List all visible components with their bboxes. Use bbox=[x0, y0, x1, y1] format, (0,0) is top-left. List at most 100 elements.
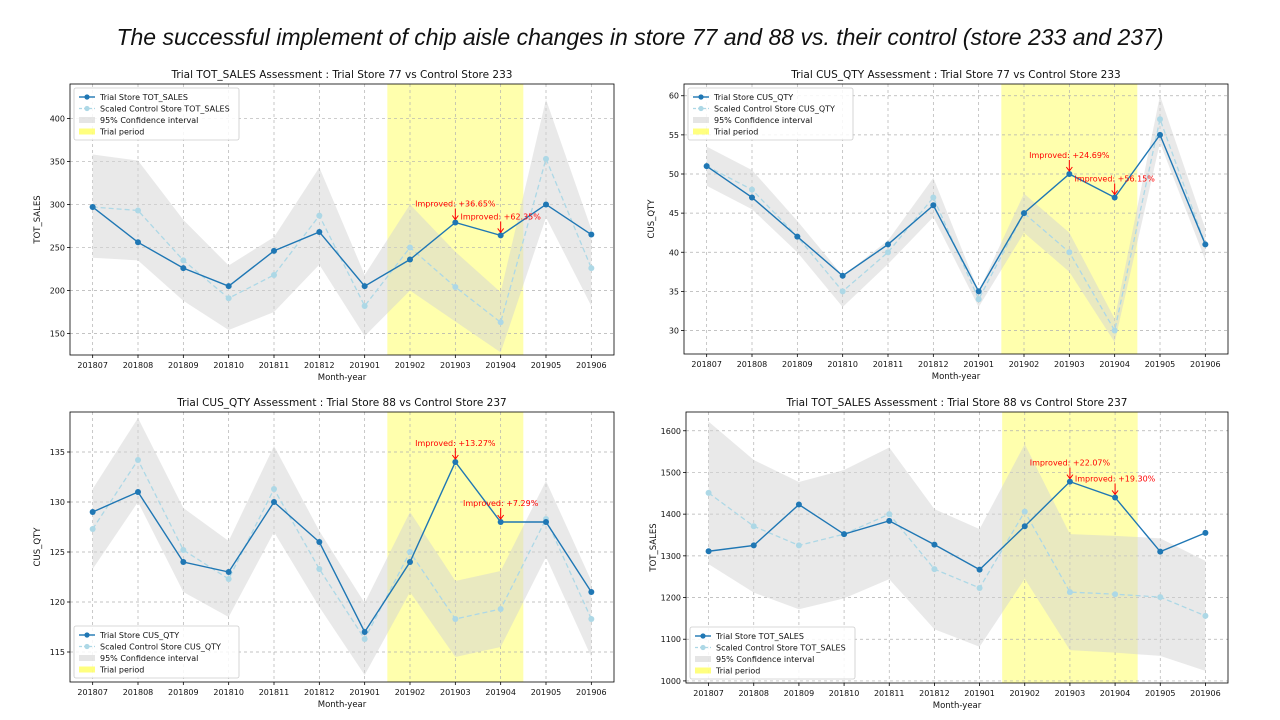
annotation-arrowhead bbox=[497, 228, 505, 234]
trial-point bbox=[89, 204, 96, 211]
x-tick-label: 201906 bbox=[1190, 689, 1221, 698]
annotation-arrowhead bbox=[1111, 490, 1119, 496]
x-tick-label: 201901 bbox=[349, 688, 380, 697]
x-tick-label: 201812 bbox=[304, 361, 335, 370]
x-tick-label: 201810 bbox=[829, 689, 860, 698]
trial-point bbox=[271, 247, 277, 254]
y-tick-label: 400 bbox=[50, 114, 65, 123]
trial-point bbox=[180, 265, 187, 272]
control-point bbox=[750, 523, 757, 530]
x-tick-label: 201904 bbox=[485, 361, 516, 370]
legend-box bbox=[687, 87, 854, 141]
x-tick-label: 201902 bbox=[1009, 689, 1040, 698]
trial-point bbox=[407, 256, 413, 263]
y-tick-label: 300 bbox=[50, 200, 65, 209]
x-tick-label: 201903 bbox=[1054, 360, 1085, 369]
trial-point bbox=[841, 531, 848, 538]
x-tick-label: 201812 bbox=[918, 360, 949, 369]
y-tick-label: 1500 bbox=[661, 468, 681, 477]
x-axis-label: Month-year bbox=[932, 372, 981, 382]
control-point bbox=[452, 616, 459, 622]
y-tick-label: 250 bbox=[50, 243, 65, 252]
trial-point bbox=[316, 228, 323, 235]
y-axis-label: TOT_SALES bbox=[33, 195, 43, 244]
x-tick-label: 201811 bbox=[873, 360, 904, 369]
control-series-line bbox=[706, 116, 1206, 333]
confidence-interval-band bbox=[92, 99, 592, 353]
x-tick-label: 201809 bbox=[168, 361, 199, 370]
legend-swatch-trial-period bbox=[79, 128, 95, 135]
legend-label: Trial Store CUS_QTY bbox=[99, 631, 179, 640]
plot-frame bbox=[69, 411, 615, 683]
x-tick-label: 201811 bbox=[259, 361, 290, 370]
annotation-label: Improved: +19.30% bbox=[1075, 474, 1156, 483]
control-point bbox=[225, 295, 232, 302]
trial-point bbox=[705, 548, 712, 555]
x-tick-label: 201810 bbox=[213, 688, 244, 697]
chart-custqty-88-vs-237: Trial CUS_QTY Assessment : Trial Store 8… bbox=[33, 397, 615, 710]
x-tick-label: 201810 bbox=[213, 361, 244, 370]
legend-marker-control bbox=[698, 105, 704, 112]
control-point bbox=[316, 566, 323, 572]
control-point bbox=[931, 566, 938, 573]
control-point bbox=[497, 606, 504, 612]
x-tick-label: 201903 bbox=[1055, 689, 1086, 698]
trial-point bbox=[89, 509, 96, 515]
trial-point bbox=[543, 519, 549, 525]
legend-label: 95% Confidence interval bbox=[716, 655, 814, 664]
legend-swatch-ci bbox=[695, 656, 711, 662]
annotation-label: Improved: +62.35% bbox=[460, 212, 541, 221]
slide-title: The successful implement of chip aisle c… bbox=[116, 24, 1164, 50]
control-point bbox=[930, 194, 937, 201]
control-point bbox=[225, 576, 232, 582]
x-tick-label: 201901 bbox=[349, 361, 380, 370]
trial-point bbox=[407, 559, 413, 565]
x-tick-label: 201904 bbox=[485, 688, 516, 697]
control-point bbox=[749, 186, 755, 193]
chart-custqty-77-vs-233: Trial CUS_QTY Assessment : Trial Store 7… bbox=[647, 69, 1229, 382]
y-tick-label: 1000 bbox=[661, 677, 681, 686]
x-tick-label: 201807 bbox=[693, 689, 724, 698]
legend: Trial Store TOT_SALES Scaled Control Stor… bbox=[689, 626, 856, 680]
x-tick-label: 201905 bbox=[1145, 689, 1176, 698]
annotation-arrowhead bbox=[1066, 474, 1074, 480]
annotation-arrowhead bbox=[451, 215, 459, 221]
legend-swatch-trial-period bbox=[695, 667, 711, 674]
control-point bbox=[588, 265, 595, 272]
control-point bbox=[180, 547, 187, 553]
chart-sales-77-vs-233: Trial TOT_SALES Assessment : Trial Store… bbox=[33, 69, 615, 383]
control-point bbox=[452, 284, 459, 291]
legend-label: 95% Confidence interval bbox=[714, 116, 812, 125]
x-tick-label: 201906 bbox=[1190, 360, 1221, 369]
y-tick-label: 35 bbox=[669, 287, 679, 296]
legend-box bbox=[689, 626, 856, 680]
y-tick-label: 150 bbox=[50, 329, 65, 338]
control-point bbox=[497, 319, 504, 326]
confidence-interval-band bbox=[92, 418, 592, 675]
y-tick-label: 120 bbox=[50, 598, 65, 607]
legend-label: Scaled Control Store CUS_QTY bbox=[100, 643, 221, 652]
control-point bbox=[886, 511, 893, 518]
legend-label: 95% Confidence interval bbox=[100, 116, 198, 125]
x-tick-label: 201807 bbox=[77, 688, 108, 697]
y-axis-label: CUS_QTY bbox=[647, 199, 657, 239]
control-point bbox=[588, 616, 595, 622]
x-tick-label: 201901 bbox=[964, 689, 995, 698]
trial-point bbox=[794, 233, 801, 240]
y-tick-label: 350 bbox=[50, 157, 65, 166]
trial-point bbox=[316, 539, 323, 545]
control-point bbox=[795, 542, 802, 549]
trial-series-line bbox=[706, 133, 1206, 293]
trial-point bbox=[750, 542, 757, 549]
control-point bbox=[1202, 612, 1209, 619]
x-tick-label: 201902 bbox=[395, 361, 426, 370]
chart-title: Trial CUS_QTY Assessment : Trial Store 7… bbox=[790, 69, 1120, 81]
control-point bbox=[543, 155, 549, 162]
control-point bbox=[135, 457, 141, 463]
legend-label: Trial period bbox=[713, 128, 758, 137]
x-tick-label: 201902 bbox=[1009, 360, 1040, 369]
trial-point bbox=[1112, 494, 1119, 501]
legend-swatch-ci bbox=[79, 655, 95, 661]
plot-frame bbox=[69, 83, 615, 356]
legend-label: 95% Confidence interval bbox=[100, 654, 198, 663]
